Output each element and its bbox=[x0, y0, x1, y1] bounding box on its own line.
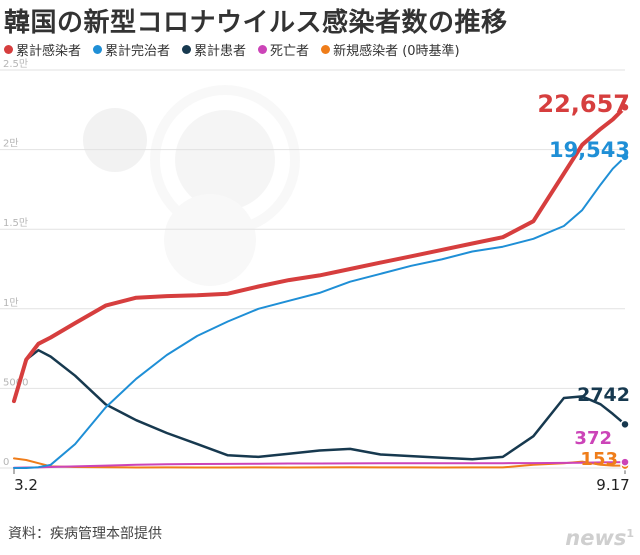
legend: 累計感染者 累計完治者 累計患者 死亡者 新規感染者 (0時基準) bbox=[4, 40, 460, 59]
logo-text: news bbox=[565, 526, 627, 550]
logo-mark: 1 bbox=[626, 527, 634, 540]
series-end-label: 372 bbox=[574, 428, 612, 449]
series-line bbox=[12, 348, 627, 461]
news1-logo: news1 bbox=[565, 526, 634, 550]
virus-illustration bbox=[83, 85, 300, 286]
series-line bbox=[12, 105, 627, 404]
series-end-point bbox=[620, 102, 630, 113]
series-line bbox=[13, 155, 626, 469]
x-tick-label: 9.17 bbox=[596, 476, 629, 494]
legend-label: 新規感染者 (0時基準) bbox=[333, 43, 460, 59]
y-tick-label: 5000 bbox=[3, 377, 28, 388]
y-tick-label: 0 bbox=[3, 457, 9, 468]
y-tick-label: 2.5만 bbox=[3, 58, 28, 70]
legend-dot-icon bbox=[93, 44, 103, 54]
chart-title: 韓国の新型コロナウイルス感染者数の推移 bbox=[4, 8, 508, 38]
series-end-point bbox=[620, 457, 630, 467]
y-axis-ticks: 0 5000 1만 1.5만 2만 2.5만 bbox=[3, 58, 28, 468]
series-end-label: 2742 bbox=[577, 384, 630, 406]
legend-dot-icon bbox=[4, 44, 13, 54]
series-end-label: 22,657 bbox=[537, 90, 630, 118]
y-tick-label: 1.5만 bbox=[3, 217, 28, 229]
x-tick-label: 3.2 bbox=[14, 476, 38, 494]
legend-dot-icon bbox=[321, 44, 331, 54]
legend-item: 新規感染者 (0時基準) bbox=[321, 40, 460, 59]
series-end-label: 19,543 bbox=[549, 138, 630, 162]
source-note: 資料：疾病管理本部提供 bbox=[8, 526, 162, 542]
legend-label: 累計患者 bbox=[194, 43, 247, 59]
y-tick-label: 1만 bbox=[3, 297, 19, 309]
legend-item: 累計患者 bbox=[182, 40, 247, 59]
series-line bbox=[13, 461, 626, 469]
series-lines bbox=[12, 102, 630, 471]
legend-label: 累計完治者 bbox=[105, 43, 171, 59]
legend-label: 累計感染者 bbox=[16, 43, 82, 59]
y-tick-label: 2만 bbox=[3, 138, 19, 150]
x-axis-ticks: 3.2 9.17 bbox=[13, 468, 630, 494]
legend-label: 死亡者 bbox=[270, 43, 310, 59]
legend-item: 死亡者 bbox=[258, 40, 310, 59]
series-end-point bbox=[620, 152, 630, 162]
series-end-point bbox=[620, 419, 630, 430]
legend-dot-icon bbox=[258, 44, 268, 54]
series-end-label: 153 bbox=[580, 449, 618, 470]
legend-dot-icon bbox=[182, 44, 192, 54]
legend-item: 累計感染者 bbox=[4, 40, 82, 59]
legend-item: 累計完治者 bbox=[93, 40, 171, 59]
